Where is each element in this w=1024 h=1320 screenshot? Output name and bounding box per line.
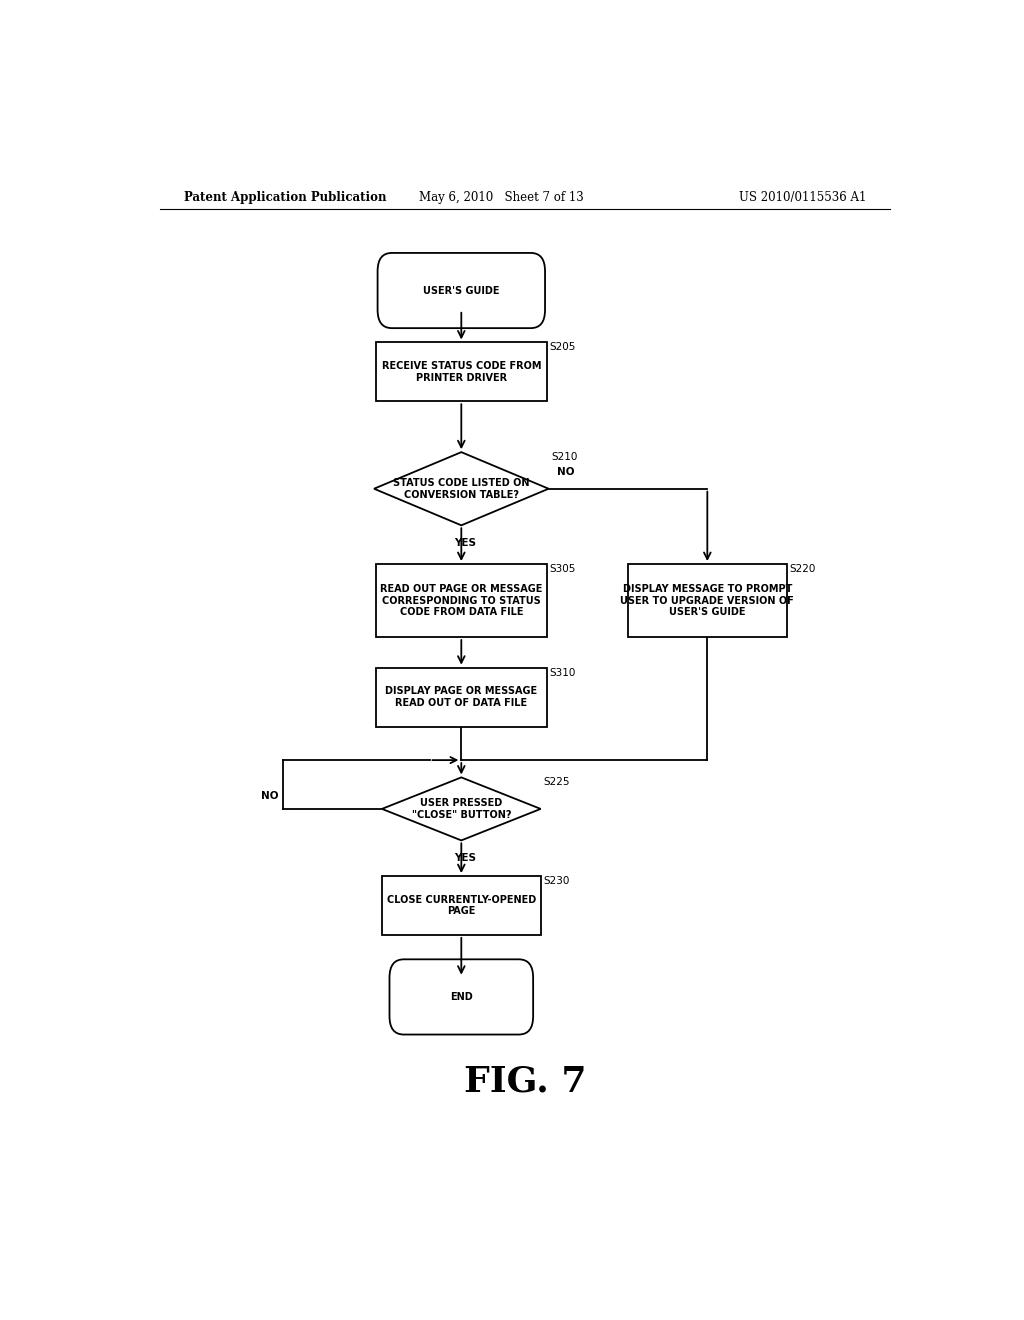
Bar (376, 342, 547, 401)
Text: RECEIVE STATUS CODE FROM
PRINTER DRIVER: RECEIVE STATUS CODE FROM PRINTER DRIVER (382, 362, 541, 383)
Polygon shape (374, 453, 549, 525)
Text: CLOSE CURRENTLY-OPENED
PAGE: CLOSE CURRENTLY-OPENED PAGE (387, 895, 536, 916)
Text: S210: S210 (552, 453, 579, 462)
Text: YES: YES (455, 537, 476, 548)
Text: END: END (450, 991, 473, 1002)
Text: FIG. 7: FIG. 7 (464, 1064, 586, 1098)
Text: S230: S230 (544, 876, 570, 886)
Text: DISPLAY MESSAGE TO PROMPT
USER TO UPGRADE VERSION OF
USER'S GUIDE: DISPLAY MESSAGE TO PROMPT USER TO UPGRAD… (621, 583, 795, 618)
Text: US 2010/0115536 A1: US 2010/0115536 A1 (738, 190, 866, 203)
Text: READ OUT PAGE OR MESSAGE
CORRESPONDING TO STATUS
CODE FROM DATA FILE: READ OUT PAGE OR MESSAGE CORRESPONDING T… (380, 583, 543, 618)
Bar (628, 564, 786, 638)
Bar (376, 668, 547, 726)
Bar (376, 564, 547, 638)
Text: STATUS CODE LISTED ON
CONVERSION TABLE?: STATUS CODE LISTED ON CONVERSION TABLE? (393, 478, 529, 499)
Text: S310: S310 (550, 668, 577, 677)
Text: Patent Application Publication: Patent Application Publication (183, 190, 386, 203)
FancyBboxPatch shape (389, 960, 534, 1035)
Text: DISPLAY PAGE OR MESSAGE
READ OUT OF DATA FILE: DISPLAY PAGE OR MESSAGE READ OUT OF DATA… (385, 686, 538, 708)
Polygon shape (382, 777, 541, 841)
Text: USER PRESSED
"CLOSE" BUTTON?: USER PRESSED "CLOSE" BUTTON? (412, 799, 511, 820)
Text: S225: S225 (544, 777, 570, 788)
Bar (382, 876, 541, 935)
Text: May 6, 2010   Sheet 7 of 13: May 6, 2010 Sheet 7 of 13 (419, 190, 584, 203)
Text: S305: S305 (550, 564, 577, 574)
Text: S220: S220 (790, 564, 816, 574)
Text: USER'S GUIDE: USER'S GUIDE (423, 285, 500, 296)
Text: NO: NO (261, 791, 279, 801)
Text: S205: S205 (550, 342, 577, 352)
FancyBboxPatch shape (378, 253, 545, 329)
Text: YES: YES (455, 853, 476, 862)
Text: NO: NO (557, 466, 574, 477)
